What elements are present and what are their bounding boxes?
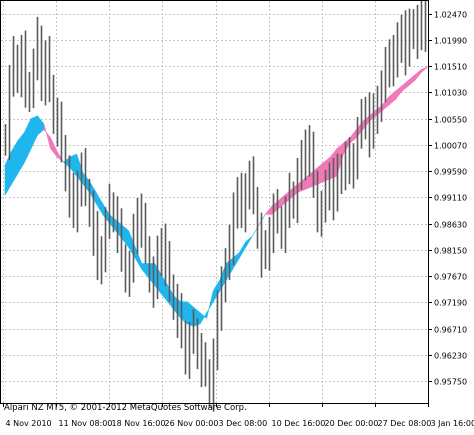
y-tick-label: 0.95750 [434,378,467,387]
x-tick-label: 27 Dec 08:00 [378,419,432,428]
y-tick-label: 1.00070 [434,142,467,151]
y-tick-label: 0.97670 [434,273,467,282]
y-tick-label: 0.96230 [434,352,467,361]
y-tick-label: 0.96710 [434,326,467,335]
y-tick-label: 0.98630 [434,221,467,230]
x-tick-label: 11 Nov 08:00 [59,419,113,428]
x-tick-label: 3 Dec 08:00 [219,419,268,428]
y-tick-label: 0.99590 [434,168,467,177]
x-tick-label: 10 Dec 16:00 [272,419,326,428]
y-tick-label: 0.99110 [434,194,467,203]
y-tick-label: 1.01510 [434,63,467,72]
y-tick-label: 1.01990 [434,37,467,46]
x-tick-label: 4 Nov 2010 [6,419,52,428]
y-tick-label: 0.97190 [434,299,467,308]
x-tick-label: 26 Nov 00:00 [165,419,219,428]
copyright-label: Alpari NZ MT5, © 2001-2012 MetaQuotes So… [4,403,247,413]
y-tick-label: 0.98150 [434,247,467,256]
y-tick-label: 1.00550 [434,116,467,125]
price-axis[interactable]: 1.02470 1.01990 1.01510 1.01030 1.00550 1.000… [428,11,467,387]
y-tick-label: 1.02470 [434,11,467,20]
x-tick-label: 3 Jan 16:00 [431,419,474,428]
y-tick-label: 1.01030 [434,89,467,98]
x-tick-label: 20 Dec 00:00 [325,419,379,428]
x-tick-label: 18 Nov 16:00 [112,419,166,428]
